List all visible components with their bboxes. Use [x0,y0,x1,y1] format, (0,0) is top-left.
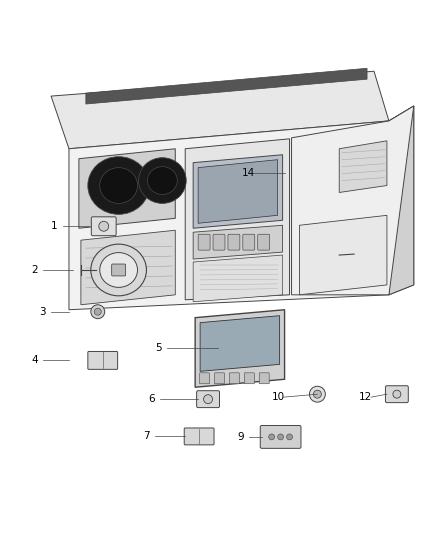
Circle shape [268,434,275,440]
Text: 2: 2 [31,265,38,275]
FancyBboxPatch shape [91,217,116,236]
Polygon shape [86,68,367,104]
Polygon shape [79,149,175,228]
Polygon shape [300,215,387,295]
FancyBboxPatch shape [200,373,209,384]
Circle shape [278,434,283,440]
Circle shape [314,390,321,398]
FancyBboxPatch shape [243,234,255,250]
Polygon shape [193,225,283,259]
FancyBboxPatch shape [259,373,269,384]
FancyBboxPatch shape [215,373,224,384]
FancyBboxPatch shape [198,234,210,250]
Text: 3: 3 [39,306,46,317]
Circle shape [91,305,105,319]
Text: 14: 14 [242,167,255,177]
FancyBboxPatch shape [244,373,254,384]
FancyBboxPatch shape [230,373,240,384]
Text: 1: 1 [51,221,58,231]
FancyBboxPatch shape [228,234,240,250]
Polygon shape [292,106,414,295]
Polygon shape [193,155,283,228]
Ellipse shape [138,158,186,204]
FancyBboxPatch shape [385,386,408,402]
Text: 9: 9 [237,432,244,442]
FancyBboxPatch shape [197,391,219,408]
Polygon shape [185,139,290,300]
Circle shape [99,221,109,231]
FancyBboxPatch shape [88,351,118,369]
Polygon shape [200,316,279,372]
Circle shape [204,394,212,403]
Polygon shape [69,121,389,310]
Polygon shape [195,310,285,387]
Circle shape [286,434,293,440]
FancyBboxPatch shape [260,425,301,448]
Text: 12: 12 [359,392,372,402]
Circle shape [393,390,401,398]
Polygon shape [389,106,414,295]
Polygon shape [339,141,387,192]
Text: 7: 7 [144,431,150,441]
Ellipse shape [100,253,138,287]
Polygon shape [51,71,389,149]
Ellipse shape [88,157,149,214]
Text: 6: 6 [148,394,155,404]
Polygon shape [198,160,278,223]
Circle shape [309,386,325,402]
Polygon shape [389,106,414,295]
Text: 4: 4 [31,356,38,366]
Ellipse shape [148,167,177,195]
Polygon shape [81,230,175,305]
FancyBboxPatch shape [213,234,225,250]
Circle shape [94,308,101,315]
Ellipse shape [100,168,138,204]
Ellipse shape [91,244,146,296]
FancyBboxPatch shape [112,264,126,276]
FancyBboxPatch shape [184,428,214,445]
Text: 5: 5 [155,343,162,353]
Text: 10: 10 [272,392,285,402]
Polygon shape [193,255,283,302]
FancyBboxPatch shape [258,234,270,250]
